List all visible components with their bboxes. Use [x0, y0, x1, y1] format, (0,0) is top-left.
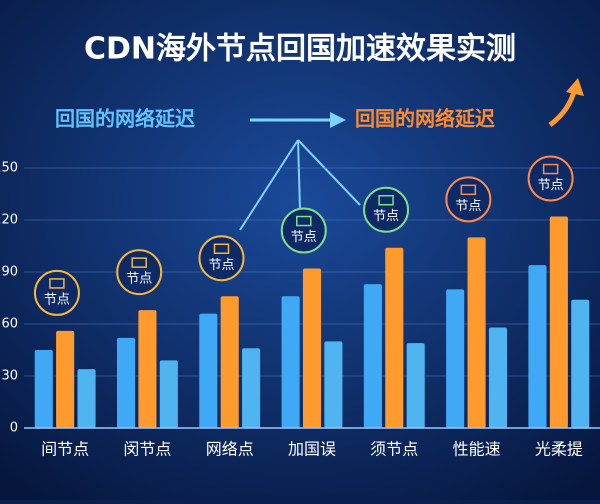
x-tick-label: 性能速	[453, 440, 501, 459]
x-tick-label: 间节点	[41, 440, 89, 459]
bar	[406, 343, 425, 428]
bar	[116, 337, 136, 428]
node-icon	[131, 257, 147, 268]
node-badge	[363, 186, 410, 233]
y-tick-label: 30	[1, 369, 18, 384]
bar	[56, 330, 75, 428]
node-badge	[280, 207, 327, 254]
chart-title: CDN海外节点回国加速效果实测	[84, 32, 516, 67]
y-tick-label: 0	[10, 421, 18, 436]
bar	[302, 268, 322, 428]
bar	[34, 350, 53, 428]
subtitle: 回国的网络延迟	[55, 107, 195, 131]
connector-lines	[239, 139, 361, 231]
bar	[385, 247, 404, 428]
x-tick-label: 光柔提	[535, 440, 583, 459]
node-icon	[213, 243, 230, 255]
x-tick-label: 闵节点	[123, 440, 171, 459]
bar	[242, 348, 261, 428]
node-icon	[296, 215, 312, 227]
bar	[549, 216, 568, 428]
y-tick-label: 60	[1, 317, 18, 332]
x-tick-label: 须节点	[370, 440, 418, 459]
x-tick-label: 加国误	[288, 440, 336, 459]
bar	[488, 327, 508, 428]
bar	[199, 313, 218, 428]
bar	[467, 237, 486, 428]
node-label: 节点	[44, 292, 70, 307]
node-badge	[116, 249, 163, 296]
bar	[159, 360, 178, 428]
node-label: 节点	[538, 178, 564, 193]
node-badge	[33, 269, 80, 316]
bar	[446, 289, 465, 428]
bar	[363, 284, 382, 428]
node-badge	[445, 176, 492, 223]
bar	[571, 299, 590, 428]
bar	[281, 296, 300, 428]
node-icon	[542, 163, 559, 175]
bar	[77, 369, 96, 428]
y-tick-label: 150	[0, 161, 18, 176]
node-badge	[527, 155, 574, 202]
bar	[324, 341, 343, 428]
node-icon	[49, 278, 65, 289]
node-label: 节点	[291, 230, 317, 245]
bar	[528, 265, 547, 428]
bar	[220, 296, 239, 428]
y-tick-label: 90	[1, 265, 18, 280]
node-label: 节点	[373, 209, 399, 224]
node-badge	[198, 235, 245, 282]
node-label: 节点	[455, 199, 481, 214]
node-label: 节点	[126, 272, 152, 287]
bar	[138, 310, 157, 428]
node-label: 节点	[208, 258, 234, 273]
y-tick-label: 120	[0, 213, 18, 228]
x-tick-label: 网络点	[206, 440, 254, 459]
subtitle: 回国的网络延迟	[355, 107, 495, 131]
node-icon	[378, 194, 394, 206]
arrow-head	[330, 112, 346, 128]
arrow-head	[566, 78, 584, 96]
node-icon	[460, 184, 477, 196]
